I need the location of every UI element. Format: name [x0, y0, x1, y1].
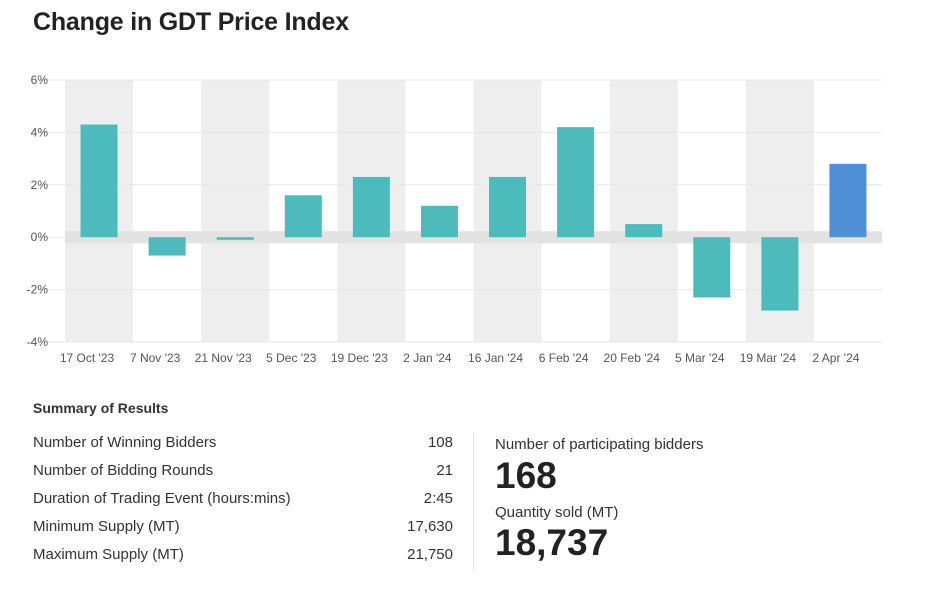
summary-row: Number of Bidding Rounds 21: [33, 462, 453, 490]
x-tick-label: 17 Oct '23: [60, 351, 115, 365]
summary-row-label: Number of Winning Bidders: [33, 434, 217, 451]
summary-row: Duration of Trading Event (hours:mins) 2…: [33, 490, 453, 518]
summary-row-label: Maximum Supply (MT): [33, 546, 184, 563]
summary-row: Minimum Supply (MT) 17,630: [33, 518, 453, 546]
bar: [284, 195, 322, 238]
x-tick-label: 7 Nov '23: [130, 351, 181, 365]
summary-row-value: 108: [427, 434, 453, 451]
bar: [625, 224, 663, 238]
zero-band: [65, 231, 882, 244]
participants-value: 168: [495, 455, 557, 496]
bar: [829, 163, 867, 238]
chart-title: Change in GDT Price Index: [33, 8, 349, 36]
summary-row-label: Duration of Trading Event (hours:mins): [33, 490, 291, 507]
y-tick-label: 0%: [31, 230, 49, 244]
x-tick-label: 5 Mar '24: [675, 351, 725, 365]
summary-row-value: 21,750: [407, 546, 453, 563]
summary-table: Number of Winning Bidders 108 Number of …: [33, 434, 453, 574]
bar: [761, 237, 799, 311]
x-tick-label: 21 Nov '23: [195, 351, 252, 365]
summary-row-value: 17,630: [407, 518, 453, 535]
x-tick-label: 2 Apr '24: [812, 351, 859, 365]
summary-row-label: Minimum Supply (MT): [33, 518, 180, 535]
x-tick-label: 19 Dec '23: [331, 351, 388, 365]
y-tick-label: -4%: [27, 335, 49, 349]
y-tick-label: 6%: [31, 73, 49, 87]
y-tick-label: 2%: [31, 178, 49, 192]
bar: [80, 124, 118, 238]
x-tick-label: 5 Dec '23: [266, 351, 317, 365]
participants-label: Number of participating bidders: [495, 436, 704, 453]
summary-row-value: 2:45: [423, 490, 453, 507]
y-tick-label: -2%: [27, 283, 49, 297]
quantity-sold-label: Quantity sold (MT): [495, 504, 619, 521]
quantity-sold-value: 18,737: [495, 522, 609, 563]
x-tick-label: 2 Jan '24: [403, 351, 452, 365]
summary-row: Maximum Supply (MT) 21,750: [33, 546, 453, 574]
x-tick-label: 20 Feb '24: [604, 351, 661, 365]
x-tick-label: 6 Feb '24: [539, 351, 589, 365]
bar: [148, 237, 186, 256]
summary-divider: [473, 432, 474, 572]
x-tick-label: 16 Jan '24: [468, 351, 523, 365]
summary-row: Number of Winning Bidders 108: [33, 434, 453, 462]
bar: [352, 176, 390, 238]
summary-heading: Summary of Results: [33, 400, 169, 416]
bar: [216, 237, 254, 240]
background-stripe: [201, 80, 270, 342]
background-stripe: [609, 80, 678, 342]
summary-row-value: 21: [436, 462, 453, 479]
bar: [693, 237, 731, 298]
bar: [557, 127, 595, 238]
summary-row-label: Number of Bidding Rounds: [33, 462, 214, 479]
bar-chart: 6% 4% 2% 0% -2% -4% 17 Oct '23 7 Nov '23 21 Nov …: [27, 73, 882, 365]
bar: [489, 176, 527, 238]
y-tick-label: 4%: [31, 125, 49, 139]
x-tick-label: 19 Mar '24: [740, 351, 797, 365]
bar: [420, 205, 458, 238]
